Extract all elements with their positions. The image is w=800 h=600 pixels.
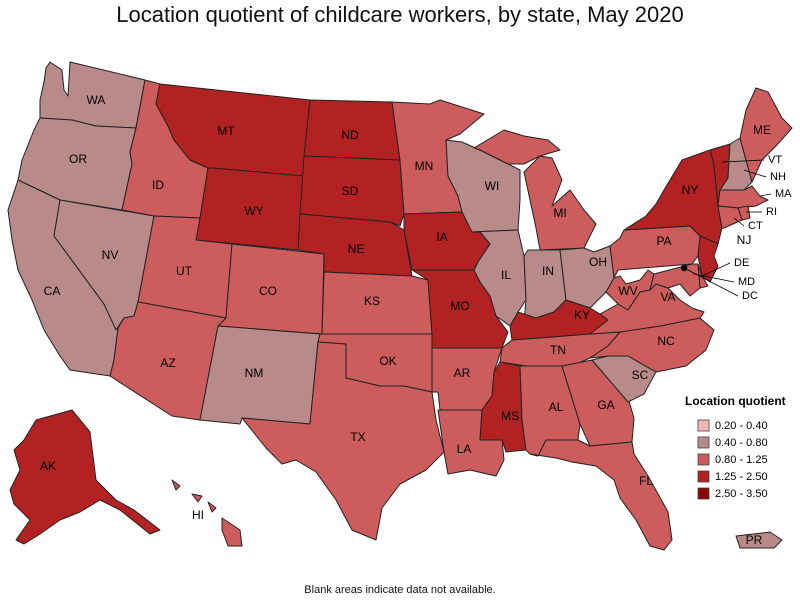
state-tx bbox=[241, 341, 445, 541]
states-layer bbox=[7, 61, 793, 551]
state-label-ks: KS bbox=[364, 294, 380, 308]
state-mi bbox=[473, 129, 597, 251]
state-label-mt: MT bbox=[217, 124, 235, 138]
state-label-ok: OK bbox=[379, 354, 396, 368]
state-label-ca: CA bbox=[44, 284, 61, 298]
state-label-pr: PR bbox=[746, 533, 763, 547]
callout-lines bbox=[683, 159, 772, 297]
state-label-pa: PA bbox=[656, 234, 671, 248]
state-label-va: VA bbox=[660, 290, 675, 304]
state-label-wa: WA bbox=[87, 93, 106, 107]
callout-line-ct bbox=[733, 217, 745, 227]
state-label-ma: MA bbox=[775, 188, 792, 200]
callout-line-nh bbox=[743, 169, 767, 178]
state-label-wy: WY bbox=[244, 204, 263, 218]
state-pr bbox=[735, 531, 783, 549]
legend: Location quotient 0.20 - 0.40 0.40 - 0.80… bbox=[685, 394, 786, 500]
state-label-la: LA bbox=[457, 442, 472, 456]
state-label-hi: HI bbox=[192, 508, 204, 522]
state-label-tn: TN bbox=[550, 343, 566, 357]
state-label-nj: NJ bbox=[737, 233, 752, 247]
state-label-co: CO bbox=[259, 284, 277, 298]
state-label-oh: OH bbox=[589, 255, 607, 269]
callout-line-vt bbox=[721, 159, 765, 163]
state-label-nm: NM bbox=[245, 366, 264, 380]
legend-swatch-2 bbox=[697, 453, 710, 466]
state-nc bbox=[589, 317, 715, 373]
state-md bbox=[649, 263, 701, 297]
state-label-ak: AK bbox=[40, 459, 56, 473]
state-label-il: IL bbox=[501, 268, 511, 282]
state-label-wv: WV bbox=[618, 284, 637, 298]
legend-swatch-3 bbox=[697, 470, 710, 483]
callout-line-dc bbox=[683, 267, 739, 297]
state-label-mn: MN bbox=[415, 159, 434, 173]
callout-line-ma bbox=[759, 193, 772, 197]
state-label-ar: AR bbox=[454, 366, 471, 380]
legend-title: Location quotient bbox=[685, 394, 786, 408]
state-ct bbox=[717, 205, 743, 229]
state-label-ms: MS bbox=[501, 409, 519, 423]
state-label-in: IN bbox=[542, 264, 554, 278]
state-ak bbox=[9, 409, 161, 545]
state-wv bbox=[605, 269, 655, 311]
state-label-nd: ND bbox=[341, 128, 359, 142]
state-hi bbox=[171, 479, 243, 547]
state-labels: WA OR CA NV ID MT WY UT CO AZ NM ND SD NE KS OK TX MN IA MO… bbox=[40, 93, 792, 547]
state-label-nh: NH bbox=[770, 171, 786, 183]
state-label-me: ME bbox=[753, 123, 771, 137]
state-label-tx: TX bbox=[350, 430, 365, 444]
legend-label-0: 0.20 - 0.40 bbox=[715, 420, 768, 432]
callout-line-md bbox=[693, 273, 735, 283]
state-label-dc: DC bbox=[742, 290, 758, 302]
state-label-az: AZ bbox=[160, 356, 175, 370]
legend-items: 0.20 - 0.40 0.40 - 0.80 0.80 - 1.25 1.25 - … bbox=[697, 419, 768, 500]
state-label-wi: WI bbox=[485, 179, 500, 193]
state-label-ri: RI bbox=[766, 206, 777, 218]
legend-label-3: 1.25 - 2.50 bbox=[715, 471, 768, 483]
state-label-or: OR bbox=[69, 152, 87, 166]
state-label-nv: NV bbox=[102, 248, 119, 262]
state-label-ga: GA bbox=[597, 398, 614, 412]
state-label-sd: SD bbox=[342, 184, 359, 198]
legend-label-4: 2.50 - 3.50 bbox=[715, 488, 768, 500]
legend-swatch-1 bbox=[697, 436, 710, 449]
state-az bbox=[109, 301, 227, 421]
state-fl bbox=[529, 439, 673, 551]
legend-swatch-0 bbox=[697, 419, 710, 432]
state-label-al: AL bbox=[549, 400, 564, 414]
state-label-fl: FL bbox=[639, 474, 653, 488]
state-label-ny: NY bbox=[682, 183, 699, 197]
map-title: Location quotient of childcare workers, … bbox=[116, 2, 684, 27]
state-label-mo: MO bbox=[450, 299, 469, 313]
callout-line-de bbox=[701, 262, 731, 277]
state-label-sc: SC bbox=[632, 368, 649, 382]
footnote: Blank areas indicate data not available. bbox=[304, 584, 496, 596]
state-label-id: ID bbox=[152, 178, 164, 192]
legend-swatch-4 bbox=[697, 487, 710, 500]
state-label-ct: CT bbox=[748, 220, 763, 232]
legend-label-2: 0.80 - 1.25 bbox=[715, 454, 768, 466]
state-label-de: DE bbox=[734, 257, 749, 269]
legend-label-1: 0.40 - 0.80 bbox=[715, 437, 768, 449]
state-label-ky: KY bbox=[574, 308, 590, 322]
state-label-ne: NE bbox=[348, 242, 365, 256]
state-me bbox=[739, 87, 793, 183]
state-label-ut: UT bbox=[176, 264, 193, 278]
state-label-md: MD bbox=[738, 276, 755, 288]
state-label-vt: VT bbox=[768, 154, 782, 166]
state-label-nc: NC bbox=[657, 334, 675, 348]
state-label-mi: MI bbox=[553, 206, 566, 220]
state-label-ia: IA bbox=[436, 230, 447, 244]
